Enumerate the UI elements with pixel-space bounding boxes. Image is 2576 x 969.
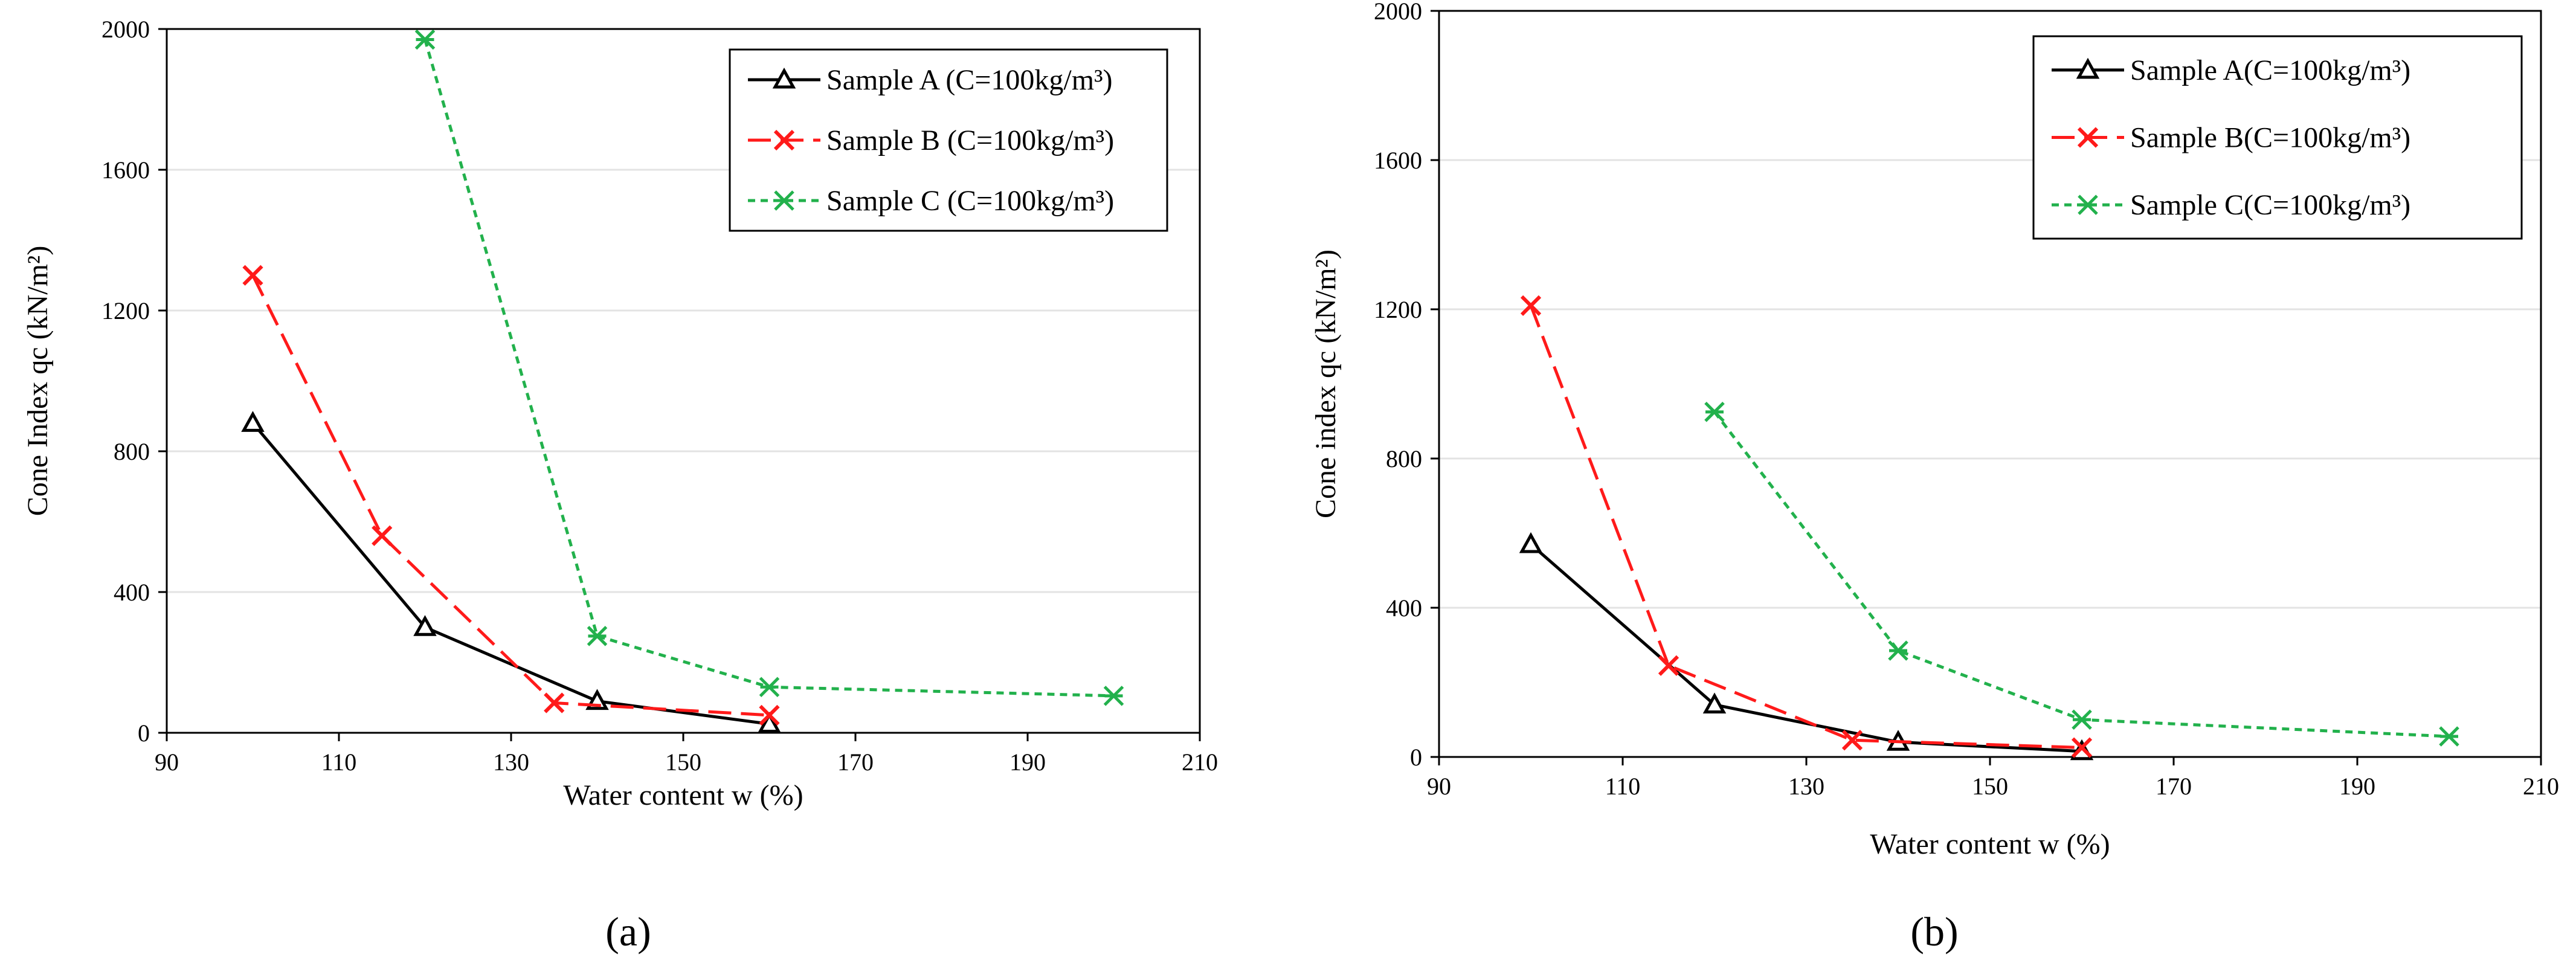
series-triangle <box>1519 532 2094 761</box>
data-point <box>2072 709 2092 730</box>
x-tick-label: 110 <box>321 748 357 776</box>
data-point-stroke-2 <box>2071 737 2093 758</box>
data-point <box>1658 655 1679 676</box>
x-tick-label: 170 <box>2156 773 2192 800</box>
series-line <box>1713 411 2450 738</box>
y-tick-label: 800 <box>114 438 150 465</box>
data-point <box>241 411 265 432</box>
y-tick-label: 1600 <box>1374 147 1422 174</box>
y-axis-title: Cone Index qc (kN/m²) <box>22 246 54 517</box>
legend-entry-label: Sample B (C=100kg/m³) <box>826 124 1114 156</box>
x-tick-label: 190 <box>2339 773 2375 800</box>
series-line <box>423 39 1114 698</box>
series-line <box>1529 304 2082 750</box>
y-tick-label: 0 <box>1410 744 1422 771</box>
data-point <box>413 615 437 636</box>
data-point-shape <box>241 411 265 432</box>
data-point-stroke-2 <box>1658 655 1679 676</box>
data-point <box>1704 402 1725 422</box>
panel-label: (a) <box>605 909 651 955</box>
data-point <box>2071 737 2093 758</box>
x-tick-label: 170 <box>837 748 874 776</box>
series-line <box>251 422 770 726</box>
data-point <box>759 704 780 726</box>
legend-entry-label: Sample C (C=100kg/m³) <box>826 185 1114 217</box>
x-tick-label: 90 <box>1427 773 1451 800</box>
legend-entry-label: Sample B(C=100kg/m³) <box>2130 122 2410 154</box>
y-tick-label: 1200 <box>1374 296 1422 323</box>
data-point <box>759 677 780 698</box>
legend-marker-stroke-2 <box>2077 127 2099 148</box>
data-point-shape <box>1702 692 1727 714</box>
x-tick-label: 210 <box>1182 748 1218 776</box>
data-point <box>1520 295 1542 316</box>
data-point <box>1103 686 1124 706</box>
data-point <box>758 712 781 733</box>
data-point <box>2439 726 2459 747</box>
y-tick-label: 2000 <box>1374 0 1422 25</box>
data-point-shape <box>758 712 781 733</box>
data-point-stroke-2 <box>1841 730 1863 751</box>
data-point <box>544 692 565 713</box>
data-point <box>1519 532 1543 553</box>
legend: Sample A (C=100kg/m³) Sample B (C=100kg/m… <box>729 48 1168 232</box>
series-asterisk <box>414 29 1124 706</box>
data-point <box>1888 640 1908 661</box>
x-tick-label: 210 <box>2523 773 2559 800</box>
data-point-stroke-2 <box>544 692 565 713</box>
legend-marker <box>774 190 794 211</box>
data-point-shape <box>413 615 437 636</box>
y-tick-label: 1600 <box>101 156 150 184</box>
y-tick-label: 800 <box>1386 445 1422 472</box>
data-point-stroke-2 <box>242 265 263 286</box>
panel-label: (b) <box>1910 909 1958 955</box>
x-axis-title: Water content w (%) <box>1870 828 2110 860</box>
legend-marker-stroke-2 <box>773 129 795 151</box>
series-line <box>251 274 770 717</box>
data-point <box>1841 730 1863 751</box>
legend: Sample A(C=100kg/m³) Sample B(C=100kg/m³)… <box>2032 35 2523 240</box>
chart-b: 90 110 130 150 170 190 210 0 400 800 1200 1600 2000 W… <box>1310 0 2559 955</box>
y-tick-label: 1200 <box>101 297 150 324</box>
legend-entry-label: Sample A(C=100kg/m³) <box>2130 54 2410 86</box>
legend-marker-shape <box>772 67 796 89</box>
data-point <box>587 626 608 646</box>
data-point <box>1702 692 1727 714</box>
y-tick-label: 400 <box>1386 594 1422 622</box>
series-line <box>1530 543 2082 753</box>
legend-marker <box>2076 57 2100 79</box>
series-x <box>242 265 780 726</box>
x-tick-label: 150 <box>1972 773 2008 800</box>
data-point <box>242 265 263 286</box>
x-axis-title: Water content w (%) <box>563 779 803 811</box>
data-point-shape <box>1519 532 1543 553</box>
legend-marker <box>772 67 796 89</box>
x-tick-label: 90 <box>155 748 179 776</box>
legend-marker-shape <box>2076 57 2100 79</box>
data-point <box>414 29 436 50</box>
legend-marker <box>773 129 795 151</box>
y-axis-title: Cone index qc (kN/m²) <box>1310 249 1342 518</box>
legend-entry-label: Sample A (C=100kg/m³) <box>826 64 1112 96</box>
x-tick-label: 130 <box>1788 773 1824 800</box>
y-tick-label: 2000 <box>101 16 150 43</box>
series-asterisk <box>1704 402 2459 747</box>
y-tick-label: 0 <box>138 720 150 747</box>
y-tick-label: 400 <box>114 579 150 606</box>
x-tick-label: 130 <box>493 748 529 776</box>
series-x <box>1520 295 2093 758</box>
x-tick-label: 190 <box>1009 748 1046 776</box>
x-tick-label: 110 <box>1605 773 1641 800</box>
series-triangle <box>241 411 781 733</box>
legend-entry-label: Sample C(C=100kg/m³) <box>2130 189 2410 221</box>
data-point-stroke-2 <box>759 704 780 726</box>
chart-a: 90 110 130 150 170 190 210 0 400 800 1200 1600 2000 W… <box>22 16 1218 955</box>
data-point-stroke-2 <box>372 525 393 546</box>
x-tick-label: 150 <box>665 748 701 776</box>
data-point <box>372 525 393 546</box>
data-point-stroke-2 <box>1520 295 1542 316</box>
legend-marker <box>2077 127 2099 148</box>
legend-marker <box>2078 195 2098 215</box>
